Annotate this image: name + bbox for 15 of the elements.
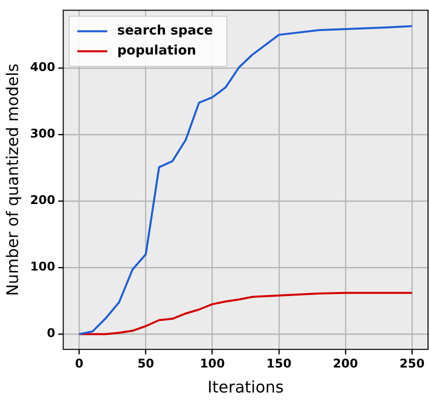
y-tick-label: 100 <box>30 260 56 274</box>
y-tick-label: 400 <box>30 60 56 74</box>
x-tick-label: 50 <box>137 356 154 371</box>
x-axis-title: Iterations <box>208 378 284 397</box>
y-tick-label: 200 <box>30 193 56 208</box>
y-tick-label: 0 <box>46 326 56 340</box>
x-tick-label: 0 <box>75 356 84 371</box>
x-tick-label: 250 <box>399 356 425 371</box>
x-tick-label: 150 <box>266 356 292 371</box>
y-tick-label: 300 <box>30 126 56 141</box>
legend-label: search space <box>117 24 213 39</box>
legend-label: population <box>117 44 196 59</box>
y-axis-title: Number of quantized models <box>2 64 22 296</box>
x-tick-label: 100 <box>200 356 225 371</box>
x-tick-label: 200 <box>332 356 358 371</box>
